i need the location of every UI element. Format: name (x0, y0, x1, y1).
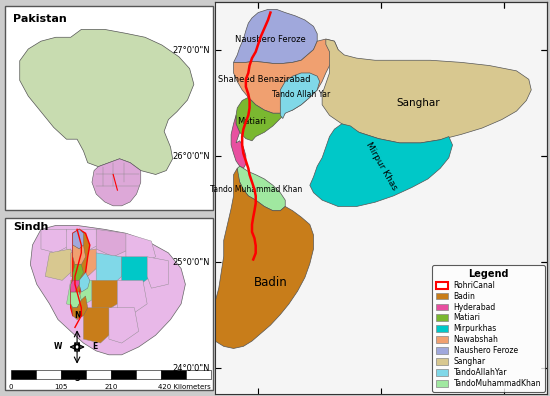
Polygon shape (71, 280, 79, 292)
Text: S: S (74, 375, 80, 383)
Bar (61, 370, 86, 379)
Bar (11, 370, 36, 379)
Text: N: N (74, 310, 80, 320)
Polygon shape (96, 253, 122, 288)
Legend: RohriCanal, Badin, Hyderabad, Matiari, Mirpurkhas, Nawabshah, Naushero Feroze, S: RohriCanal, Badin, Hyderabad, Matiari, M… (432, 265, 545, 392)
Bar (136, 370, 161, 379)
Polygon shape (73, 245, 86, 265)
Bar (161, 370, 186, 379)
Polygon shape (20, 29, 194, 175)
Polygon shape (41, 229, 71, 253)
Text: W: W (54, 343, 62, 352)
Polygon shape (234, 39, 338, 113)
Text: 420 Kilometers: 420 Kilometers (158, 384, 211, 390)
Text: 0: 0 (9, 384, 14, 390)
Polygon shape (92, 280, 117, 312)
Polygon shape (73, 265, 84, 280)
Polygon shape (92, 159, 141, 206)
Text: Sindh: Sindh (13, 221, 49, 232)
Text: Shaheed Benazirabad: Shaheed Benazirabad (218, 75, 311, 84)
Text: Tando Allah Yar: Tando Allah Yar (272, 89, 331, 99)
Polygon shape (122, 257, 151, 288)
Bar (36, 370, 61, 379)
Polygon shape (67, 229, 98, 253)
Polygon shape (79, 272, 90, 292)
Polygon shape (280, 73, 320, 118)
Polygon shape (84, 308, 113, 343)
Polygon shape (45, 249, 75, 280)
FancyBboxPatch shape (5, 218, 213, 390)
Polygon shape (71, 292, 81, 308)
FancyBboxPatch shape (5, 6, 213, 210)
Text: Pakistan: Pakistan (13, 14, 67, 24)
Polygon shape (310, 124, 453, 206)
Polygon shape (322, 39, 531, 143)
Polygon shape (73, 296, 87, 320)
Text: Sanghar: Sanghar (396, 98, 440, 108)
Polygon shape (117, 280, 147, 316)
Text: 210: 210 (104, 384, 118, 390)
Text: E: E (92, 343, 97, 352)
Polygon shape (126, 233, 156, 265)
Bar (86, 370, 111, 379)
Polygon shape (71, 249, 96, 280)
Polygon shape (73, 229, 84, 249)
Polygon shape (71, 229, 90, 316)
Polygon shape (109, 308, 139, 343)
Bar (186, 370, 211, 379)
Circle shape (74, 342, 80, 352)
Polygon shape (96, 229, 130, 257)
Text: Tando Muhammad Khan: Tando Muhammad Khan (210, 185, 302, 194)
Polygon shape (30, 225, 185, 355)
Text: Naushero Feroze: Naushero Feroze (235, 34, 306, 44)
Polygon shape (147, 257, 168, 288)
Bar (111, 370, 136, 379)
Polygon shape (236, 97, 285, 141)
Text: Badin: Badin (254, 276, 287, 289)
Polygon shape (231, 115, 246, 168)
Polygon shape (237, 166, 285, 211)
Text: Matiari: Matiari (238, 117, 267, 126)
Polygon shape (234, 10, 317, 63)
Text: 105: 105 (54, 384, 68, 390)
Polygon shape (211, 168, 314, 348)
Polygon shape (67, 280, 92, 308)
Text: Mirpur Khas: Mirpur Khas (364, 141, 399, 192)
